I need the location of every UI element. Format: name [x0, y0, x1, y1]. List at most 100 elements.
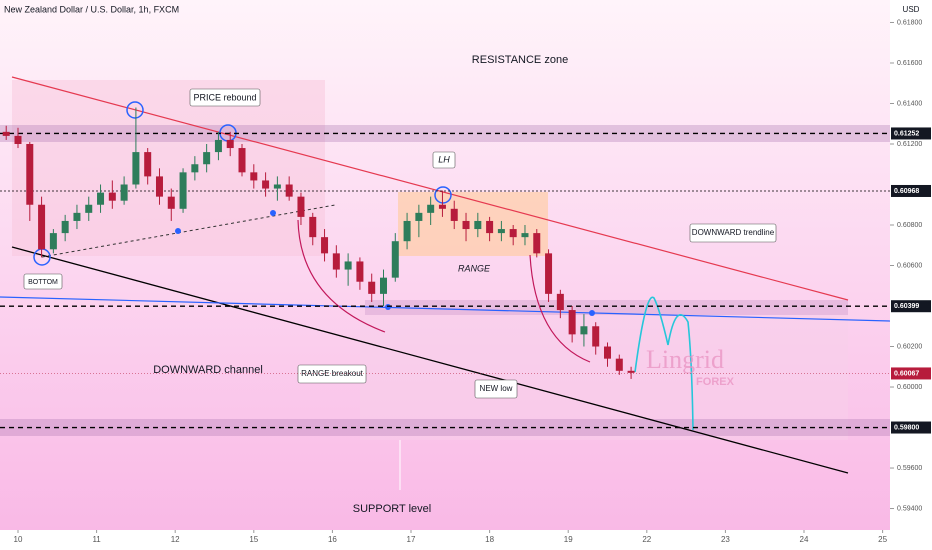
candle-body	[321, 237, 329, 254]
level-tag	[891, 421, 931, 434]
annotation: RESISTANCE zone	[472, 54, 568, 66]
x-tick-label: 12	[171, 535, 180, 544]
dot	[175, 228, 181, 234]
candle-body	[533, 233, 541, 254]
dot	[270, 210, 276, 216]
channel-line	[11, 246, 849, 474]
annotation: RANGE	[458, 263, 491, 273]
level-label: 0.60399	[894, 303, 919, 310]
candle-body	[108, 192, 116, 201]
candle-body	[2, 131, 10, 136]
candle-body	[545, 253, 553, 294]
candle-body	[509, 229, 517, 238]
level-label: 0.59800	[894, 424, 919, 431]
y-tick-label: 0.61600	[897, 60, 922, 67]
candle-body	[427, 204, 435, 213]
level-tag	[891, 127, 931, 140]
last-price-label: 0.60067	[894, 370, 919, 377]
dot	[385, 304, 391, 310]
mid-band	[365, 300, 848, 315]
candle-body	[203, 152, 211, 165]
candle-body	[26, 143, 34, 205]
label-box	[23, 273, 63, 290]
candle-body	[14, 135, 22, 144]
candle-body	[344, 261, 352, 270]
annotation: PRICE rebound	[193, 92, 256, 102]
candle-body	[155, 176, 163, 197]
blue-line	[0, 296, 891, 322]
annotation: DOWNWARD trendline	[692, 228, 775, 237]
candle-body	[85, 204, 93, 213]
label-box	[297, 364, 367, 384]
dot	[589, 310, 595, 316]
candle-body	[273, 184, 281, 189]
candle-body	[403, 220, 411, 242]
y-tick-label: 0.61400	[897, 100, 922, 107]
candle-body	[297, 196, 305, 217]
price-axis	[890, 0, 932, 550]
annotation: RANGE breakout	[301, 369, 364, 378]
annotation: SUPPORT level	[353, 503, 431, 515]
label-box	[474, 379, 518, 399]
candle-body	[144, 152, 152, 177]
drawings	[0, 76, 891, 490]
candle-body	[521, 233, 529, 238]
candle-body	[592, 326, 600, 347]
candle-body	[97, 192, 105, 205]
rising-line	[41, 204, 336, 258]
candle-body	[450, 208, 458, 221]
candle-body	[486, 220, 494, 234]
candle-body	[368, 281, 376, 294]
y-tick-label: 0.60200	[897, 343, 922, 350]
y-tick-label: 0.59600	[897, 465, 922, 472]
candle-body	[179, 172, 187, 209]
x-tick-label: 19	[564, 535, 573, 544]
x-tick-label: 16	[328, 535, 337, 544]
candle-body	[332, 253, 340, 270]
candle-body	[250, 172, 258, 181]
candle-body	[132, 152, 140, 185]
triangle-zone	[12, 80, 325, 256]
marker	[434, 186, 452, 204]
x-tick-label: 22	[642, 535, 651, 544]
level-tag	[891, 300, 931, 313]
candle-body	[568, 310, 576, 335]
last-price-tag	[891, 367, 931, 380]
label-box	[432, 151, 456, 169]
candle-body	[309, 216, 317, 238]
x-tick-label: 25	[878, 535, 887, 544]
candle-body	[438, 204, 446, 209]
label-box	[189, 88, 261, 107]
time-axis	[0, 530, 890, 550]
x-tick-label: 24	[800, 535, 809, 544]
annotation: LH	[438, 154, 450, 164]
x-tick-label: 23	[721, 535, 730, 544]
candle-body	[474, 220, 482, 230]
y-tick-label: 0.59400	[897, 505, 922, 512]
arrow	[297, 219, 386, 333]
candle-body	[226, 139, 234, 149]
title: New Zealand Dollar / U.S. Dollar, 1h, FX…	[4, 4, 179, 14]
annotation: BOTTOM	[28, 279, 58, 286]
projection-zone	[360, 300, 848, 440]
x-tick-label: 10	[14, 535, 23, 544]
y-tick-label: 0.60800	[897, 222, 922, 229]
candle-body	[61, 220, 69, 234]
y-tick-label: 0.60600	[897, 262, 922, 269]
annotation: DOWNWARD channel	[153, 364, 263, 376]
label-box	[689, 223, 777, 243]
x-tick-label: 11	[92, 535, 101, 544]
x-tick-label: 17	[407, 535, 416, 544]
candle-body	[580, 326, 588, 335]
candle-body	[604, 346, 612, 359]
candle-body	[120, 184, 128, 201]
candle-body	[73, 212, 81, 221]
marker	[126, 101, 144, 119]
level-tag	[891, 184, 931, 197]
watermark: Lingrid	[646, 345, 724, 374]
watermark: FOREX	[696, 376, 735, 388]
annotation: NEW low	[480, 384, 513, 393]
level-label: 0.60968	[894, 188, 919, 195]
forecast-path	[634, 296, 694, 431]
